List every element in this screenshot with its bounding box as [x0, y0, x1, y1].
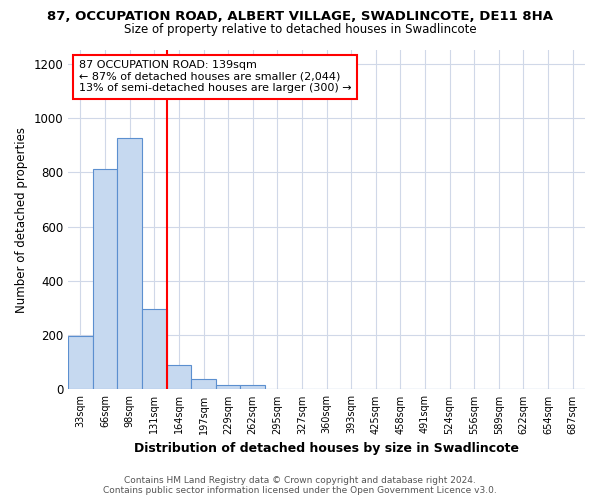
Bar — [191, 379, 216, 390]
X-axis label: Distribution of detached houses by size in Swadlincote: Distribution of detached houses by size … — [134, 442, 519, 455]
Text: Size of property relative to detached houses in Swadlincote: Size of property relative to detached ho… — [124, 22, 476, 36]
Bar — [68, 336, 93, 390]
Text: Contains HM Land Registry data © Crown copyright and database right 2024.
Contai: Contains HM Land Registry data © Crown c… — [103, 476, 497, 495]
Bar — [216, 384, 241, 390]
Text: 87, OCCUPATION ROAD, ALBERT VILLAGE, SWADLINCOTE, DE11 8HA: 87, OCCUPATION ROAD, ALBERT VILLAGE, SWA… — [47, 10, 553, 23]
Text: 87 OCCUPATION ROAD: 139sqm
← 87% of detached houses are smaller (2,044)
13% of s: 87 OCCUPATION ROAD: 139sqm ← 87% of deta… — [79, 60, 351, 94]
Y-axis label: Number of detached properties: Number of detached properties — [15, 126, 28, 312]
Bar — [118, 138, 142, 390]
Bar — [167, 365, 191, 390]
Bar — [142, 309, 167, 390]
Bar — [241, 386, 265, 390]
Bar — [93, 170, 118, 390]
